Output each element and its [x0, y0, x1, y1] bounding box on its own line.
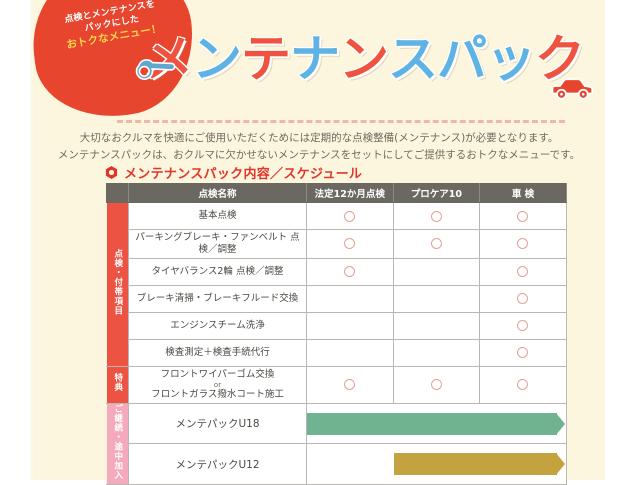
cell-shaken — [479, 365, 567, 404]
page-title: メンテナンスパック — [143, 30, 585, 88]
car-icon — [551, 78, 594, 100]
table-row-benefit: 特典 フロントワイパーゴム交換 or フロントガラス撥水コート施工 — [106, 365, 567, 404]
row-name: 基本点検 — [128, 202, 307, 230]
check-circle-icon — [344, 210, 356, 222]
cell-legal12 — [306, 202, 394, 230]
cell-shaken — [479, 257, 567, 286]
header-item-name: 点検名称 — [128, 183, 307, 203]
row-name: ブレーキ清掃・ブレーキフルード交換 — [128, 284, 307, 313]
table-header-row: 点検名称 法定12か月点検 プロケア10 車 検 — [106, 183, 567, 203]
check-circle-icon — [430, 379, 442, 391]
cell-legal12 — [306, 284, 394, 313]
cell-procare10 — [392, 284, 481, 313]
table-row: 点検・付帯項目 基本点検 — [106, 202, 567, 367]
check-circle-icon — [517, 347, 529, 359]
table-row-pack: ご継続・途中加入 メンテパックU18 — [106, 402, 567, 485]
decorative-divider — [117, 120, 565, 123]
row-name: 検査測定＋検査手続代行 — [128, 338, 307, 367]
cell-legal12 — [306, 257, 394, 286]
table-row: タイヤバランス2輪 点検／調整 — [107, 257, 567, 286]
cell-legal12 — [306, 338, 394, 367]
header-col-procare10: プロケア10 — [392, 183, 481, 203]
side-label-benefit: 特典 — [106, 365, 129, 404]
check-circle-icon — [517, 379, 529, 391]
cell-shaken — [479, 311, 567, 340]
row-name: タイヤバランス2輪 点検／調整 — [128, 257, 307, 286]
title-char-4: ン — [339, 30, 389, 88]
row-name: パーキングブレーキ・ファンベルト 点検／調整 — [128, 229, 307, 259]
section-heading: メンテナンスパック内容／スケジュール — [105, 163, 362, 182]
pack-name-u12: メンテパックU12 — [128, 443, 307, 485]
check-circle-icon — [430, 238, 442, 250]
check-circle-icon — [517, 266, 529, 278]
table-row-pack: メンテパックU12 — [107, 443, 567, 485]
section-heading-label: メンテナンスパック内容／スケジュール — [124, 167, 363, 182]
header-col-shaken: 車 検 — [479, 183, 567, 203]
title-char-7: ッ — [486, 30, 536, 88]
title-char-6: パ — [437, 30, 487, 88]
cell-shaken — [479, 284, 567, 313]
content-panel: 点検とメンテナンスを パックにした おトクなメニュー！ メンテナンスパック 大切 — [24, 0, 605, 485]
row-name-benefit: フロントワイパーゴム交換 or フロントガラス撥水コート施工 — [128, 365, 307, 404]
title-char-2: テ — [241, 30, 291, 88]
schedule-table-wrapper: 点検名称 法定12か月点検 プロケア10 車 検 点検・付帯項目 基本点検 — [106, 183, 567, 485]
check-circle-icon — [517, 210, 529, 222]
cell-legal12 — [306, 311, 394, 340]
table-row: ブレーキ清掃・ブレーキフルード交換 — [107, 284, 567, 313]
table-head: 点検名称 法定12か月点検 プロケア10 車 検 — [106, 183, 567, 203]
side-label-inspection-text: 点検・付帯項目 — [112, 249, 123, 316]
row-name: エンジンスチーム洗浄 — [128, 311, 307, 340]
table-body: 点検・付帯項目 基本点検 パーキングブレーキ・ファンベルト 点検／調整 — [106, 202, 567, 485]
table-row: パーキングブレーキ・ファンベルト 点検／調整 — [107, 229, 567, 259]
cell-legal12 — [306, 229, 394, 259]
lead-paragraph: 大切なおクルマを快適にご使用いただくためには定期的な点検整備(メンテナンス)が必… — [33, 130, 605, 165]
pack-name-u18: メンテパックU18 — [128, 402, 307, 445]
pack-bar-u12 — [306, 443, 567, 485]
cell-procare10 — [392, 257, 481, 286]
cell-procare10 — [392, 338, 481, 367]
header-col-legal12: 法定12か月点検 — [306, 183, 394, 203]
pack-bar-u18 — [306, 402, 567, 445]
cell-procare10 — [392, 311, 481, 340]
side-label-benefit-text: 特典 — [112, 373, 123, 393]
cell-shaken — [479, 229, 567, 259]
check-circle-icon — [344, 266, 356, 278]
table-row: エンジンスチーム洗浄 — [107, 311, 567, 340]
cell-procare10 — [392, 365, 481, 404]
cell-legal12 — [306, 365, 394, 404]
cell-shaken — [479, 338, 567, 367]
cell-procare10 — [392, 202, 481, 230]
check-circle-icon — [344, 238, 356, 250]
check-circle-icon — [430, 210, 442, 222]
lead-line-2: メンテナンスパックは、おクルマに欠かせないメンテナンスをセットにしてご提供するお… — [57, 149, 581, 162]
header-side-spacer — [106, 183, 129, 203]
hex-bullet-icon — [105, 166, 118, 179]
table-row: 検査測定＋検査手続代行 — [107, 338, 567, 367]
cell-shaken — [479, 202, 567, 230]
maintenance-schedule-table: 点検名称 法定12か月点検 プロケア10 車 検 点検・付帯項目 基本点検 — [106, 183, 567, 485]
title-char-1: ン — [192, 30, 242, 88]
check-circle-icon — [517, 320, 529, 332]
cell-procare10 — [392, 229, 481, 259]
title-char-8: ク — [535, 30, 585, 88]
hero-banner: 点検とメンテナンスを パックにした おトクなメニュー！ メンテナンスパック — [24, 0, 605, 128]
side-label-inspection: 点検・付帯項目 — [106, 202, 129, 367]
title-char-3: ナ — [290, 30, 340, 88]
benefit-option-2: フロントガラス撥水コート施工 — [151, 389, 284, 401]
benefit-option-1: フロントワイパーゴム交換 — [160, 368, 275, 380]
wrench-icon — [135, 59, 176, 80]
benefit-or-label: or — [213, 380, 222, 389]
side-label-continuation-text: ご継続・途中加入 — [112, 403, 123, 480]
side-label-continuation: ご継続・途中加入 — [106, 402, 129, 485]
lead-line-1: 大切なおクルマを快適にご使用いただくためには定期的な点検整備(メンテナンス)が必… — [79, 132, 559, 144]
pack-arrow-green — [307, 412, 565, 435]
title-char-5: ス — [388, 30, 438, 88]
check-circle-icon — [517, 293, 529, 305]
pack-arrow-gold — [393, 453, 565, 476]
check-circle-icon — [517, 238, 529, 250]
check-circle-icon — [344, 379, 356, 391]
